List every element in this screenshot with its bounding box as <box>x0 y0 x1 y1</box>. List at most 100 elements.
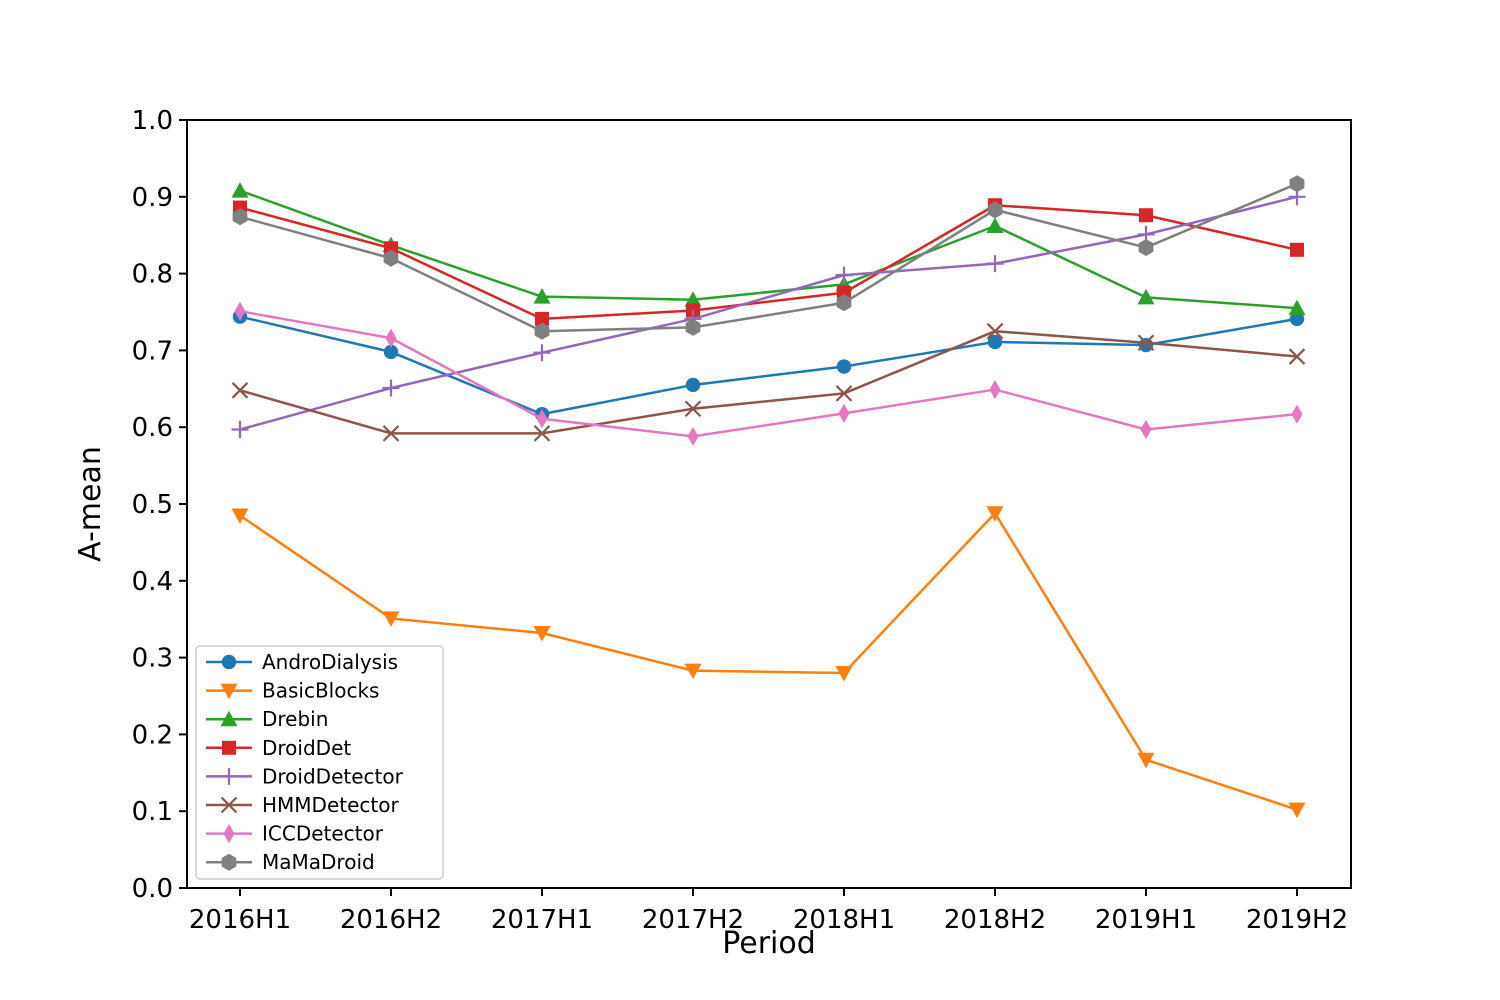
data-point-marker-square <box>837 285 851 300</box>
legend-item-ICCDetector: ICCDetector <box>206 822 384 846</box>
data-point-marker-diamond <box>234 301 246 321</box>
series-ICCDetector <box>234 301 1303 446</box>
data-point-marker-x <box>533 425 551 442</box>
legend-item-BasicBlocks: BasicBlocks <box>206 679 379 703</box>
series-line <box>239 195 1298 431</box>
data-point-marker-diamond <box>223 824 235 844</box>
data-point-marker-hexagon <box>1138 238 1154 256</box>
data-point-marker-x <box>986 322 1004 340</box>
data-point-marker-triangle-down <box>1137 752 1155 769</box>
data-point-marker-plus <box>220 767 238 785</box>
legend-label: AndroDialysis <box>262 650 398 674</box>
series-DroidDetector <box>231 188 1306 439</box>
x-axis-title: Period <box>722 926 816 961</box>
data-point-marker-x <box>1137 334 1155 351</box>
legend-item-HMMDetector: HMMDetector <box>206 793 399 817</box>
data-point-marker-triangle-down <box>382 611 400 627</box>
data-point-marker-triangle-up <box>684 291 702 307</box>
data-point-marker-triangle-down <box>986 506 1004 522</box>
data-point-marker-circle <box>836 359 852 374</box>
data-point-marker-diamond <box>536 409 548 429</box>
x-tick-label: 2018H1 <box>793 905 895 935</box>
data-point-marker-triangle-down <box>684 663 702 680</box>
y-axis-title: A-mean <box>73 446 108 562</box>
data-point-marker-triangle-up <box>986 217 1004 233</box>
data-point-marker-plus <box>231 421 249 439</box>
data-point-marker-triangle-down <box>1288 802 1306 819</box>
series-line <box>239 182 1298 333</box>
data-point-marker-plus <box>382 379 400 397</box>
y-tick-label: 0.6 <box>132 413 173 443</box>
legend: AndroDialysis BasicBlocks Drebin DroidDet Dr… <box>195 645 444 880</box>
data-point-marker-circle <box>987 334 1003 350</box>
data-point-marker-triangle-up <box>231 182 249 198</box>
series-MaMaDroid <box>232 175 1305 340</box>
data-point-marker-square <box>384 241 398 256</box>
legend-frame <box>195 645 444 880</box>
series-line <box>239 189 1298 310</box>
series-line <box>239 310 1298 438</box>
legend-item-Drebin: Drebin <box>206 707 328 731</box>
data-point-marker-triangle-up <box>1137 288 1155 305</box>
series-layer <box>231 175 1306 819</box>
data-point-marker-hexagon <box>221 853 237 871</box>
legend-item-AndroDialysis: AndroDialysis <box>206 650 398 674</box>
data-point-marker-hexagon <box>987 201 1003 219</box>
data-point-marker-square <box>1139 208 1153 223</box>
data-point-marker-hexagon <box>383 249 399 267</box>
y-tick-label: 0.8 <box>132 260 173 290</box>
legend-label: DroidDetector <box>262 764 404 788</box>
series-HMMDetector <box>231 322 1306 442</box>
data-point-marker-x <box>684 400 702 418</box>
data-point-marker-circle <box>1138 337 1154 353</box>
data-point-marker-x <box>835 385 853 402</box>
data-point-marker-circle <box>685 377 701 393</box>
legend-item-DroidDet: DroidDet <box>206 736 351 760</box>
data-point-marker-diamond <box>1291 404 1303 424</box>
series-line <box>239 315 1298 416</box>
data-point-marker-square <box>1290 242 1304 257</box>
x-tick-label: 2017H2 <box>642 905 744 935</box>
legend-label: ICCDetector <box>262 822 384 846</box>
x-tick-label: 2019H2 <box>1246 905 1348 935</box>
data-point-marker-plus <box>986 255 1004 273</box>
data-point-marker-hexagon <box>232 208 248 226</box>
data-point-marker-triangle-down <box>835 665 853 682</box>
x-axis-ticks: 2016H1 2016H2 2017H1 2017H2 2018H1 2018H2 2019… <box>189 888 1348 935</box>
data-point-marker-diamond <box>385 328 397 348</box>
y-axis-ticks: 0.0 0.1 0.2 0.3 0.4 0.5 0.6 0.7 0.8 0.9 1.0 <box>132 106 187 904</box>
x-tick-label: 2016H2 <box>340 905 442 935</box>
y-tick-label: 0.4 <box>132 567 173 597</box>
data-point-marker-triangle-down <box>533 626 551 642</box>
data-point-marker-circle <box>1289 311 1305 327</box>
data-point-marker-circle <box>383 344 399 360</box>
data-point-marker-triangle-down <box>220 683 238 700</box>
data-point-marker-hexagon <box>685 318 701 336</box>
series-line <box>239 203 1298 321</box>
data-point-marker-x <box>382 425 400 442</box>
x-tick-label: 2018H2 <box>944 905 1046 935</box>
data-point-marker-plus <box>835 266 853 284</box>
data-point-marker-hexagon <box>1289 175 1305 193</box>
data-point-marker-triangle-up <box>220 710 238 727</box>
data-point-marker-diamond <box>989 380 1001 400</box>
data-point-marker-triangle-down <box>231 508 249 525</box>
y-tick-label: 0.9 <box>132 183 173 213</box>
y-tick-label: 0.2 <box>132 720 173 750</box>
data-point-marker-x <box>220 796 238 814</box>
series-BasicBlocks <box>231 506 1306 819</box>
legend-label: BasicBlocks <box>262 679 379 703</box>
data-point-marker-hexagon <box>836 294 852 312</box>
data-point-marker-triangle-up <box>533 288 551 304</box>
data-point-marker-square <box>222 740 236 755</box>
data-point-marker-diamond <box>1140 420 1152 440</box>
data-point-marker-diamond <box>687 426 699 446</box>
legend-label: MaMaDroid <box>262 850 375 874</box>
series-line <box>239 329 1298 435</box>
legend-item-DroidDetector: DroidDetector <box>206 764 404 788</box>
y-tick-label: 0.5 <box>132 490 173 520</box>
data-point-marker-hexagon <box>534 322 550 340</box>
y-tick-label: 0.3 <box>132 644 173 674</box>
